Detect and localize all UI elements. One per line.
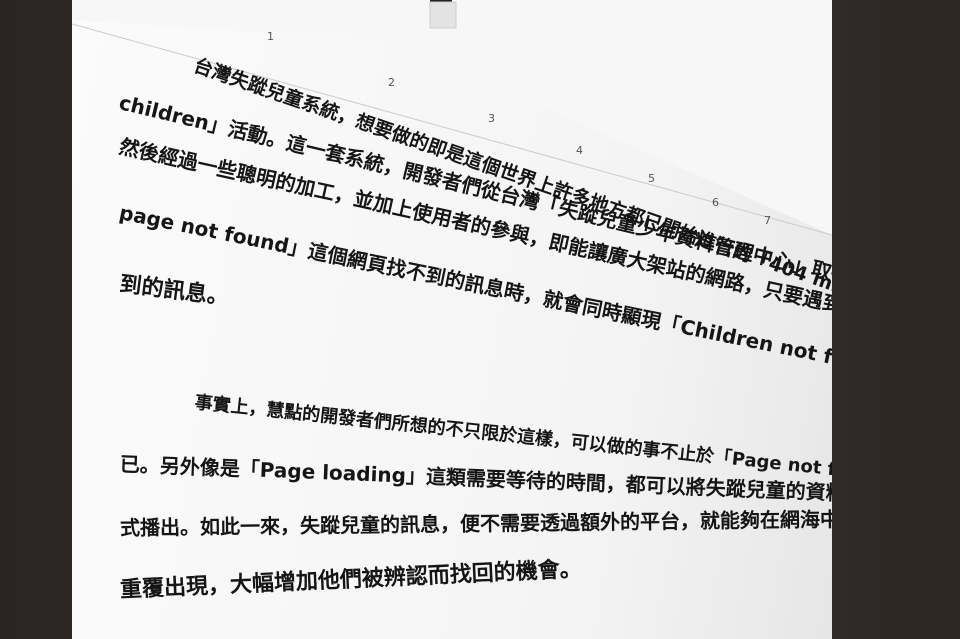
ruler-tick-label: 2 [388,76,395,89]
ruler-tick-label: 3 [488,112,495,125]
text-line: 式播出。如此一來，失蹤兒童的訊息，便不需要透過額外的平台，就能夠在網海中大量散布… [119,505,832,540]
toolbar-bg [72,0,832,235]
ruler-tick-label: 4 [576,144,583,157]
align-button [429,1,457,29]
text-line: 到的訊息。 [118,272,231,311]
ruler-tick-label: 7 [764,214,771,227]
wall [880,0,960,639]
ruler-tick-label: 6 [712,196,719,209]
ruler-tick-label: 5 [648,172,655,185]
toolbar [72,0,832,236]
ruler-line [72,23,832,236]
ruler-tick-label: 1 [267,30,274,43]
text-line: 重覆出現，大幅增加他們被辨認而找回的機會。 [119,557,583,603]
